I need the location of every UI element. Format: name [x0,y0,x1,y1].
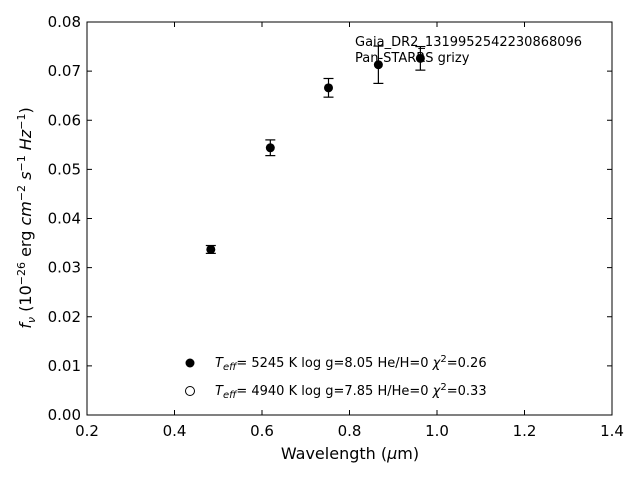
x-tick-label: 1.4 [600,422,624,440]
y-tick-label: 0.08 [48,13,81,31]
y-tick-label: 0.02 [48,308,81,326]
x-tick-label: 0.4 [163,422,187,440]
legend-entry-1: Teff= 5245 K log g=8.05 He/H=0 χ2=0.26 [215,354,487,373]
legend-entry-2: Teff= 4940 K log g=7.85 H/He=0 χ2=0.33 [215,382,487,401]
object-name-annotation: Gaia_DR2_1319952542230868096 [355,35,582,50]
y-tick-label: 0.06 [48,111,81,129]
x-tick-label: 0.6 [250,422,274,440]
survey-annotation: Pan-STARRS grizy [355,51,470,66]
x-tick-label: 1.2 [513,422,537,440]
legend-marker-open [185,386,195,396]
legend-marker-filled [185,358,195,368]
y-tick-label: 0.00 [48,406,81,424]
y-tick-label: 0.01 [48,357,81,375]
data-point [265,143,275,153]
x-tick-label: 0.8 [338,422,362,440]
axis-ticks: 0.2 0.4 0.6 0.8 1.0 1.2 1.4 0.00 0.01 0.02 0.03 0.0… [48,13,624,440]
data-point [206,244,216,254]
data-points [205,45,426,254]
legend: Teff= 5245 K log g=8.05 He/H=0 χ2=0.26 T… [185,354,487,401]
x-tick-label: 0.2 [75,422,99,440]
y-tick-label: 0.07 [48,62,81,80]
data-point [415,53,425,63]
data-point [373,60,383,70]
y-tick-label: 0.03 [48,259,81,277]
x-tick-label: 1.0 [425,422,449,440]
y-tick-label: 0.04 [48,210,81,228]
data-point [324,83,333,93]
x-axis-label: Wavelength (μm) [281,444,419,463]
y-axis-label: fν (10−26 erg cm−2 s−1 Hz−1) [15,107,38,328]
y-tick-label: 0.05 [48,160,81,178]
